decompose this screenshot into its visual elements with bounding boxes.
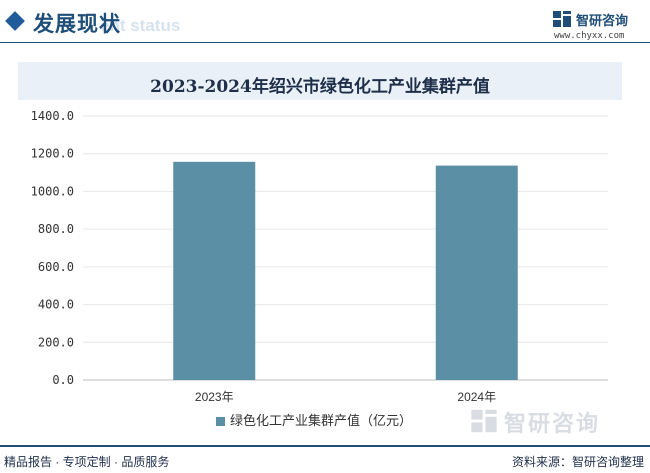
bar xyxy=(435,165,518,380)
legend-label: 绿色化工产业集群产值（亿元） xyxy=(230,413,412,428)
x-tick-label: 2023年 xyxy=(195,390,234,404)
header-bar: ent status 发展现状 智研咨询 www.chyxx.com xyxy=(0,0,650,43)
bar-chart: 0.0 200.0 400.0 600.0 800.0 1000.0 1200.0 1400.… xyxy=(31,109,608,428)
y-tick-label: 1000.0 xyxy=(31,184,74,198)
y-tick-label: 400.0 xyxy=(38,298,74,312)
x-tick-label: 2024年 xyxy=(457,390,496,404)
section-subtitle: ent status xyxy=(100,16,181,35)
y-tick-label: 1400.0 xyxy=(31,109,74,123)
watermark-logo-text: 智研咨询 xyxy=(504,411,601,436)
chart-title-bar: 2023-2024年绍兴市绿色化工产业集群产值 xyxy=(18,62,622,100)
y-tick-label: 0.0 xyxy=(52,373,74,387)
logo-url: www.chyxx.com xyxy=(554,31,625,41)
y-tick-label: 200.0 xyxy=(38,335,74,349)
footer-bar: 精品报告 · 专项定制 · 品质服务 资料来源：智研咨询整理 xyxy=(0,445,650,473)
brand-logo: 智研咨询 www.chyxx.com xyxy=(552,8,642,41)
y-tick-label: 800.0 xyxy=(38,222,74,236)
logo-mark-icon xyxy=(553,11,571,27)
legend-swatch xyxy=(216,417,225,426)
y-tick-label: 600.0 xyxy=(38,260,74,274)
chart-title: 2023-2024年绍兴市绿色化工产业集群产值 xyxy=(150,77,490,97)
watermark-logo: 智研咨询 xyxy=(470,406,640,436)
logo-name: 智研咨询 xyxy=(576,13,629,28)
y-tick-label: 1200.0 xyxy=(31,147,74,161)
footer-slogan: 精品报告 · 专项定制 · 品质服务 xyxy=(4,455,170,469)
section-title: 发展现状 xyxy=(33,13,121,36)
watermark-logo-icon xyxy=(471,409,497,433)
bar xyxy=(173,161,256,380)
footer-source: 资料来源：智研咨询整理 xyxy=(511,455,644,469)
